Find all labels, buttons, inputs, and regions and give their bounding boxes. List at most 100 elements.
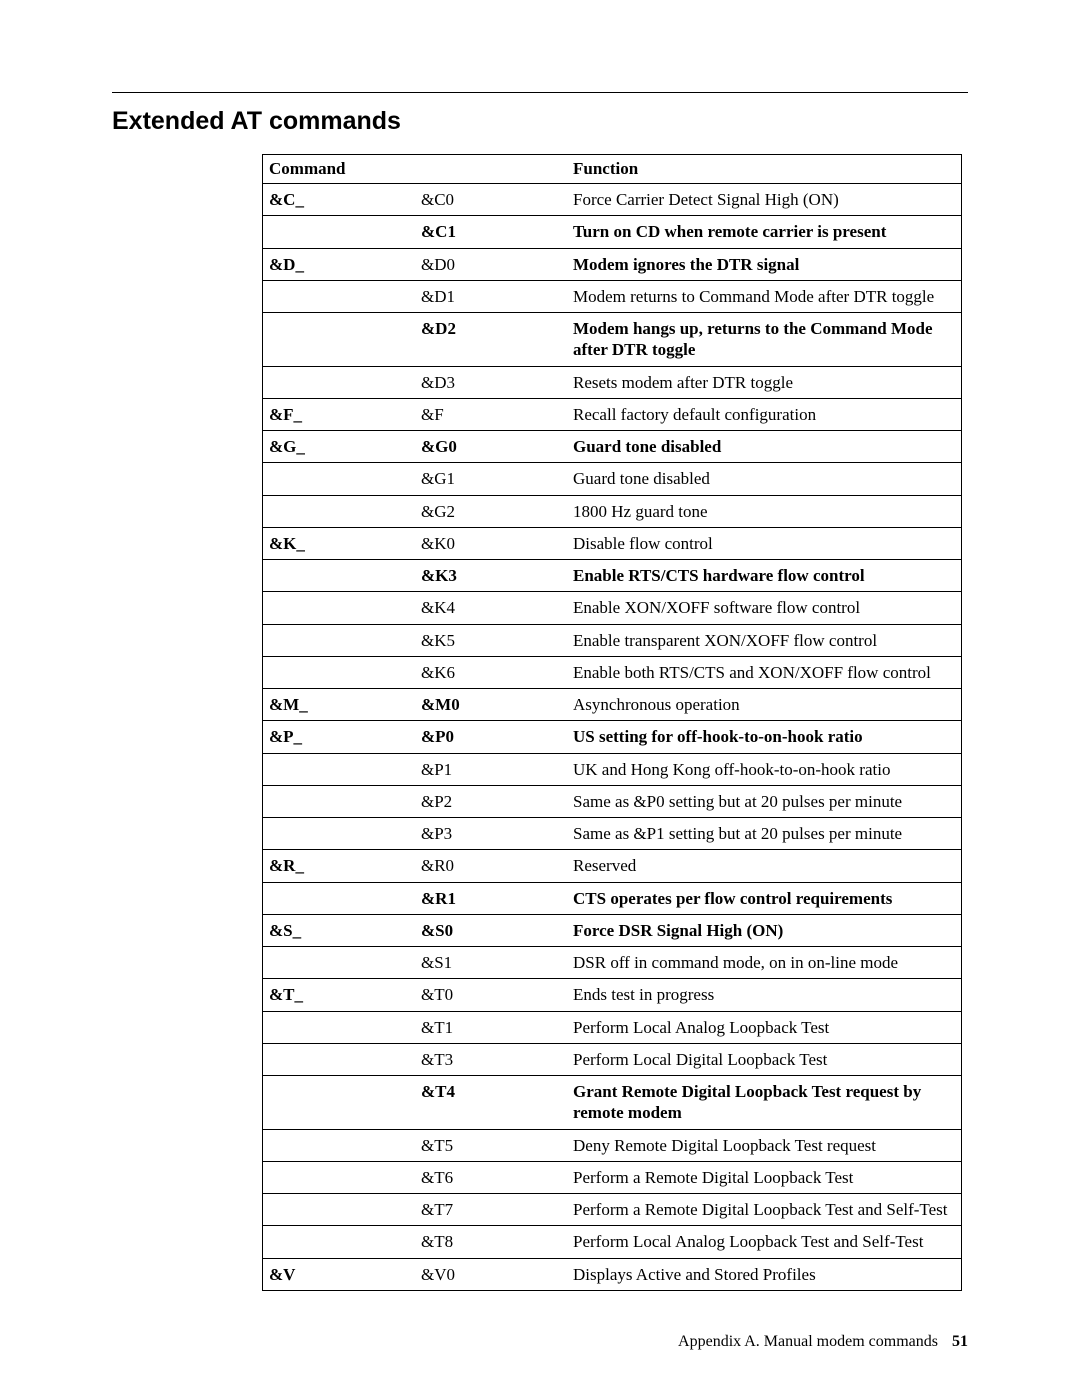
- table-container: Command Function &C_&C0Force Carrier Det…: [262, 154, 968, 1291]
- table-row: &G1Guard tone disabled: [263, 463, 962, 495]
- cell-command: &T0: [415, 979, 567, 1011]
- table-row: &T8Perform Local Analog Loopback Test an…: [263, 1226, 962, 1258]
- cell-command-group: [263, 1194, 416, 1226]
- cell-command: &R0: [415, 850, 567, 882]
- document-page: Extended AT commands Command Function &C…: [0, 0, 1080, 1397]
- table-row: &T1Perform Local Analog Loopback Test: [263, 1011, 962, 1043]
- cell-command-group: [263, 495, 416, 527]
- cell-command-group: &V: [263, 1258, 416, 1290]
- page-number: 51: [952, 1333, 968, 1350]
- cell-function: Modem returns to Command Mode after DTR …: [567, 280, 962, 312]
- cell-command: &T6: [415, 1161, 567, 1193]
- table-row: &D_&D0Modem ignores the DTR signal: [263, 248, 962, 280]
- cell-command-group: [263, 947, 416, 979]
- table-row: &K3Enable RTS/CTS hardware flow control: [263, 560, 962, 592]
- cell-command: &R1: [415, 882, 567, 914]
- header-command: Command: [263, 155, 568, 184]
- cell-command-group: [263, 1011, 416, 1043]
- table-row: &T3Perform Local Digital Loopback Test: [263, 1043, 962, 1075]
- cell-command: &K3: [415, 560, 567, 592]
- table-row: &K6Enable both RTS/CTS and XON/XOFF flow…: [263, 656, 962, 688]
- cell-command: &K4: [415, 592, 567, 624]
- cell-command: &G0: [415, 431, 567, 463]
- cell-function: Perform a Remote Digital Loopback Test a…: [567, 1194, 962, 1226]
- cell-function: 1800 Hz guard tone: [567, 495, 962, 527]
- cell-function: Deny Remote Digital Loopback Test reques…: [567, 1129, 962, 1161]
- cell-function: Perform a Remote Digital Loopback Test: [567, 1161, 962, 1193]
- cell-function: Resets modem after DTR toggle: [567, 366, 962, 398]
- cell-command-group: [263, 280, 416, 312]
- cell-command: &P2: [415, 785, 567, 817]
- cell-function: Turn on CD when remote carrier is presen…: [567, 216, 962, 248]
- cell-command: &C1: [415, 216, 567, 248]
- table-row: &G_&G0Guard tone disabled: [263, 431, 962, 463]
- cell-command-group: [263, 313, 416, 367]
- cell-command-group: [263, 1129, 416, 1161]
- cell-function: Force Carrier Detect Signal High (ON): [567, 184, 962, 216]
- cell-command-group: &F_: [263, 398, 416, 430]
- cell-command-group: &K_: [263, 527, 416, 559]
- cell-command: &T8: [415, 1226, 567, 1258]
- cell-command-group: [263, 656, 416, 688]
- cell-function: Perform Local Analog Loopback Test: [567, 1011, 962, 1043]
- cell-function: Reserved: [567, 850, 962, 882]
- table-row: &P3Same as &P1 setting but at 20 pulses …: [263, 818, 962, 850]
- cell-command: &T4: [415, 1076, 567, 1130]
- table-row: &T_&T0Ends test in progress: [263, 979, 962, 1011]
- table-row: &T5Deny Remote Digital Loopback Test req…: [263, 1129, 962, 1161]
- cell-command: &G2: [415, 495, 567, 527]
- cell-command: &T5: [415, 1129, 567, 1161]
- cell-function: Enable XON/XOFF software flow control: [567, 592, 962, 624]
- cell-command-group: [263, 560, 416, 592]
- table-row: &F_&FRecall factory default configuratio…: [263, 398, 962, 430]
- table-header-row: Command Function: [263, 155, 962, 184]
- cell-command-group: &C_: [263, 184, 416, 216]
- table-row: &M_&M0Asynchronous operation: [263, 689, 962, 721]
- table-row: &D3Resets modem after DTR toggle: [263, 366, 962, 398]
- table-row: &T4Grant Remote Digital Loopback Test re…: [263, 1076, 962, 1130]
- cell-command-group: &S_: [263, 914, 416, 946]
- cell-command-group: [263, 818, 416, 850]
- table-row: &D2Modem hangs up, returns to the Comman…: [263, 313, 962, 367]
- cell-command: &T7: [415, 1194, 567, 1226]
- table-row: &T7Perform a Remote Digital Loopback Tes…: [263, 1194, 962, 1226]
- cell-function: Guard tone disabled: [567, 463, 962, 495]
- cell-command: &M0: [415, 689, 567, 721]
- cell-function: Enable both RTS/CTS and XON/XOFF flow co…: [567, 656, 962, 688]
- table-row: &P_&P0US setting for off-hook-to-on-hook…: [263, 721, 962, 753]
- cell-function: CTS operates per flow control requiremen…: [567, 882, 962, 914]
- cell-function: Same as &P0 setting but at 20 pulses per…: [567, 785, 962, 817]
- cell-command-group: &P_: [263, 721, 416, 753]
- at-commands-table: Command Function &C_&C0Force Carrier Det…: [262, 154, 962, 1291]
- cell-function: Same as &P1 setting but at 20 pulses per…: [567, 818, 962, 850]
- table-row: &P2Same as &P0 setting but at 20 pulses …: [263, 785, 962, 817]
- cell-function: Asynchronous operation: [567, 689, 962, 721]
- table-row: &G21800 Hz guard tone: [263, 495, 962, 527]
- cell-function: Grant Remote Digital Loopback Test reque…: [567, 1076, 962, 1130]
- table-row: &R1CTS operates per flow control require…: [263, 882, 962, 914]
- cell-command: &K0: [415, 527, 567, 559]
- footer-text: Appendix A. Manual modem commands: [678, 1333, 938, 1350]
- table-row: &R_&R0Reserved: [263, 850, 962, 882]
- header-function: Function: [567, 155, 962, 184]
- cell-command: &F: [415, 398, 567, 430]
- cell-function: Modem hangs up, returns to the Command M…: [567, 313, 962, 367]
- table-row: &D1Modem returns to Command Mode after D…: [263, 280, 962, 312]
- cell-function: Displays Active and Stored Profiles: [567, 1258, 962, 1290]
- cell-command: &S1: [415, 947, 567, 979]
- cell-function: Perform Local Analog Loopback Test and S…: [567, 1226, 962, 1258]
- cell-command: &D1: [415, 280, 567, 312]
- cell-function: Recall factory default configuration: [567, 398, 962, 430]
- cell-command: &K5: [415, 624, 567, 656]
- table-row: &S1DSR off in command mode, on in on-lin…: [263, 947, 962, 979]
- cell-function: Modem ignores the DTR signal: [567, 248, 962, 280]
- cell-command-group: [263, 753, 416, 785]
- cell-function: US setting for off-hook-to-on-hook ratio: [567, 721, 962, 753]
- cell-command: &T3: [415, 1043, 567, 1075]
- cell-command-group: [263, 882, 416, 914]
- table-row: &S_&S0Force DSR Signal High (ON): [263, 914, 962, 946]
- cell-command: &P0: [415, 721, 567, 753]
- table-row: &V&V0Displays Active and Stored Profiles: [263, 1258, 962, 1290]
- cell-function: Guard tone disabled: [567, 431, 962, 463]
- table-row: &C1Turn on CD when remote carrier is pre…: [263, 216, 962, 248]
